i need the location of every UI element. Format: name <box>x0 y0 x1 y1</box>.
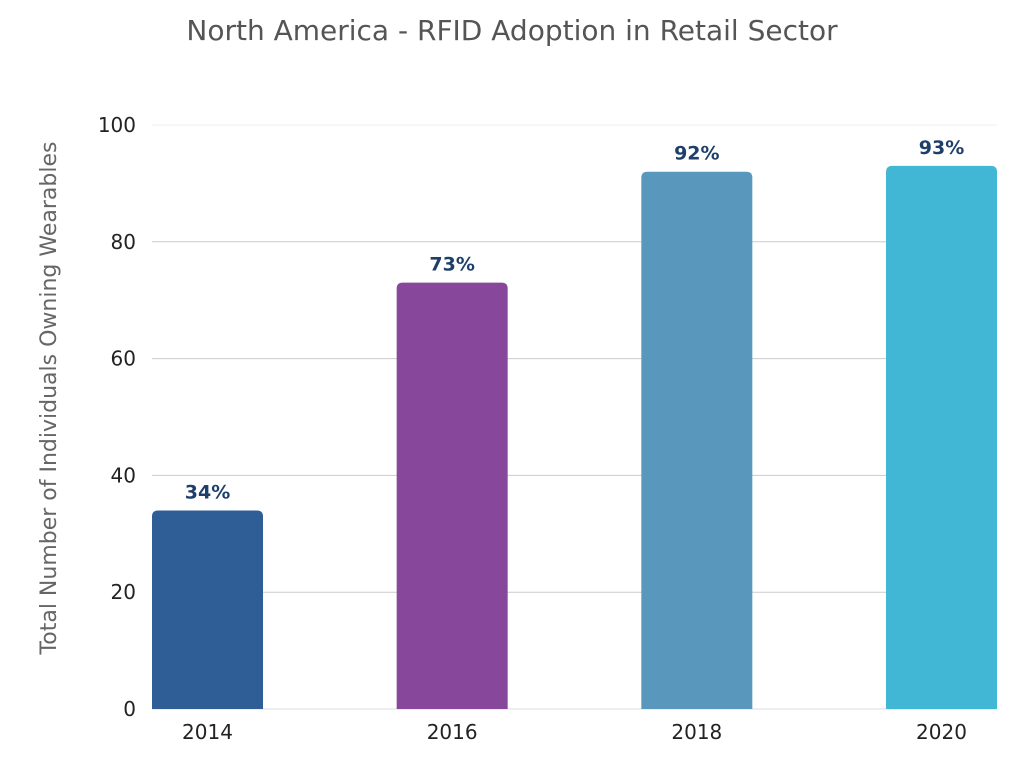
y-tick-label: 40 <box>111 463 136 487</box>
data-label: 34% <box>185 481 230 503</box>
y-tick-label: 0 <box>123 697 136 721</box>
chart-title: North America - RFID Adoption in Retail … <box>186 14 838 47</box>
x-tick-label: 2014 <box>182 720 233 744</box>
y-tick-label: 100 <box>98 113 136 137</box>
data-label: 93% <box>919 137 964 159</box>
bar-2014 <box>152 510 263 709</box>
y-tick-label: 20 <box>111 580 136 604</box>
y-axis-label: Total Number of Individuals Owning Weara… <box>37 142 62 656</box>
data-label: 92% <box>674 143 719 165</box>
y-tick-label: 80 <box>111 230 136 254</box>
bar-2018 <box>641 171 753 710</box>
data-label: 73% <box>429 254 474 276</box>
bar-2020 <box>886 165 997 709</box>
x-tick-label: 2018 <box>671 720 722 744</box>
bar-2016 <box>396 282 508 709</box>
y-tick-label: 60 <box>111 347 136 371</box>
x-tick-label: 2016 <box>427 720 478 744</box>
x-tick-label: 2020 <box>916 720 967 744</box>
